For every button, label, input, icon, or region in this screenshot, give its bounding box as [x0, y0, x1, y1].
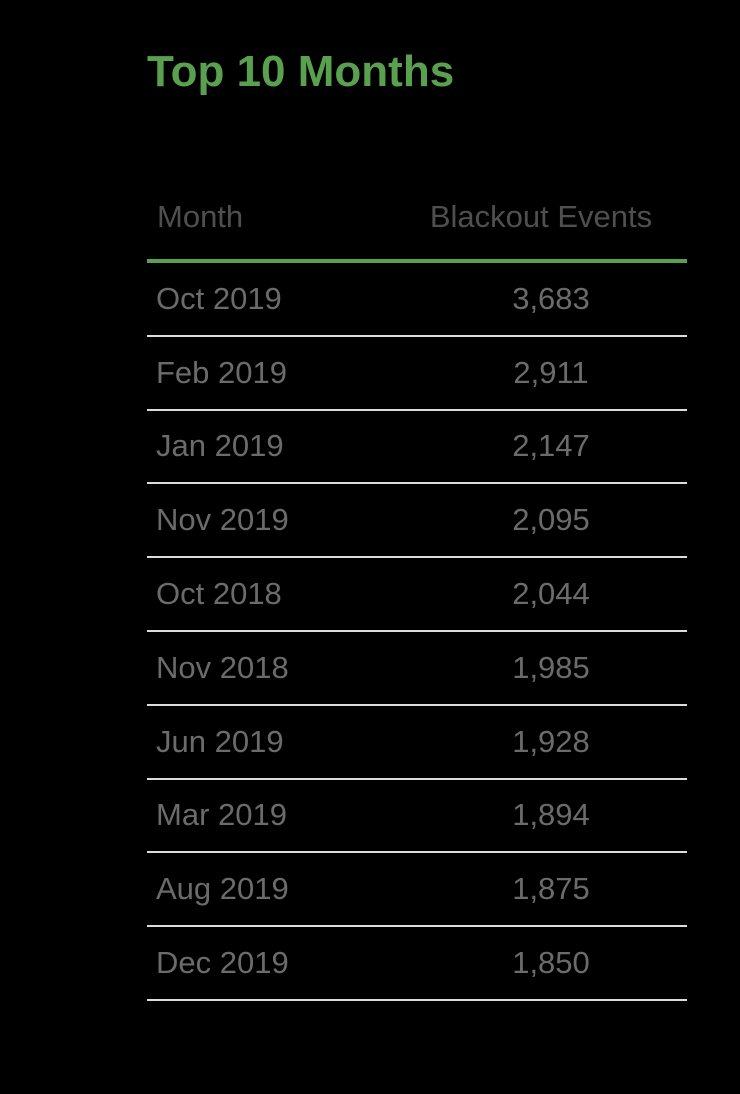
table-row: Aug 2019 1,875	[147, 853, 687, 928]
table-header-row: Month Blackout Events	[147, 190, 687, 244]
events-cell: 1,894	[512, 797, 590, 833]
table-row: Feb 2019 2,911	[147, 337, 687, 411]
table-row: Jun 2019 1,928	[147, 706, 687, 780]
month-cell: Dec 2019	[156, 945, 289, 981]
month-cell: Jan 2019	[156, 428, 284, 464]
table-row: Oct 2018 2,044	[147, 558, 687, 632]
header-underline-rule	[147, 259, 687, 263]
month-cell: Mar 2019	[156, 797, 287, 833]
events-cell: 1,875	[512, 871, 590, 907]
month-cell: Aug 2019	[156, 871, 289, 907]
column-header-month: Month	[157, 199, 244, 234]
table-row: Nov 2019 2,095	[147, 484, 687, 559]
events-cell: 3,683	[512, 280, 590, 316]
events-cell: 1,985	[512, 649, 590, 685]
table-body: Oct 2019 3,683 Feb 2019 2,911 Jan 2019 2…	[147, 263, 687, 1001]
table-row: Mar 2019 1,894	[147, 780, 687, 854]
table-row: Nov 2018 1,985	[147, 632, 687, 706]
month-cell: Jun 2019	[156, 723, 284, 759]
table-row: Jan 2019 2,147	[147, 411, 687, 485]
column-header-blackout-events: Blackout Events	[429, 199, 653, 234]
month-cell: Nov 2019	[156, 502, 289, 538]
month-cell: Nov 2018	[156, 649, 289, 685]
events-cell: 2,911	[513, 354, 589, 390]
table-row: Dec 2019 1,850	[147, 927, 687, 1001]
month-cell: Oct 2019	[156, 280, 282, 316]
events-cell: 1,928	[512, 723, 590, 759]
month-cell: Feb 2019	[156, 354, 287, 390]
page-title: Top 10 Months	[147, 47, 455, 96]
events-cell: 2,147	[512, 428, 590, 464]
events-cell: 2,044	[512, 576, 590, 612]
events-cell: 1,850	[512, 945, 590, 981]
events-cell: 2,095	[512, 502, 590, 538]
table-row: Oct 2019 3,683	[147, 263, 687, 337]
month-cell: Oct 2018	[156, 576, 282, 612]
